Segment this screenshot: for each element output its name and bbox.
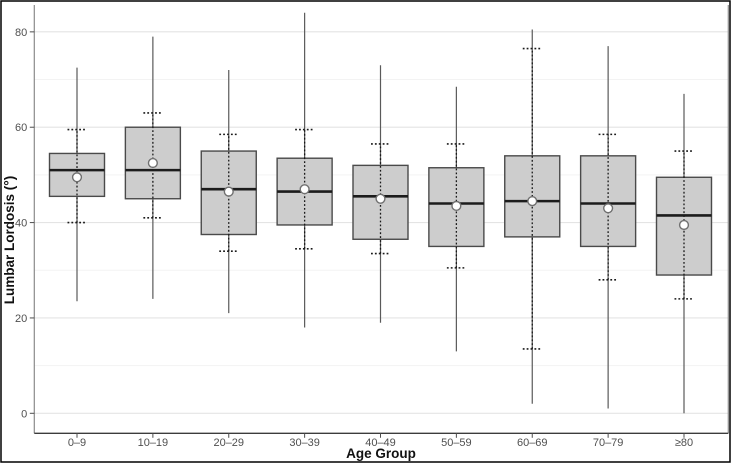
mean-marker [527,196,538,207]
x-tick-label: 70–79 [593,437,624,449]
mean-marker [147,157,158,169]
x-tick-label: 50–59 [441,437,472,449]
mean-marker [71,172,83,183]
mean-marker [451,200,462,211]
mean-marker [375,193,386,204]
x-tick-label: 40–49 [365,437,396,449]
chart-plot-area: 0 20 40 60 80 0–9 10–19 20–29 30–39 40–49 50–59 60–… [15,5,729,449]
x-tick-label: ≥80 [675,437,693,449]
x-tick-label: 30–39 [289,437,320,449]
x-axis-title: Age Group [346,446,416,461]
y-tick-label: 60 [15,122,27,134]
y-tick-label: 80 [15,27,27,39]
mean-marker [603,203,614,214]
x-tick-label: 0–9 [68,437,86,449]
y-tick-label: 40 [15,218,27,230]
y-axis-title: Lumbar Lordosis (°) [2,176,17,304]
y-tick-label: 0 [21,408,27,420]
iqr-box [48,152,106,198]
mean-marker [223,186,234,197]
x-tick-label: 20–29 [213,437,244,449]
y-tick-label: 20 [15,313,27,325]
mean-marker [678,219,690,231]
x-tick-label: 60–69 [517,437,548,449]
mean-marker [299,184,310,195]
x-tick-label: 10–19 [138,437,169,449]
